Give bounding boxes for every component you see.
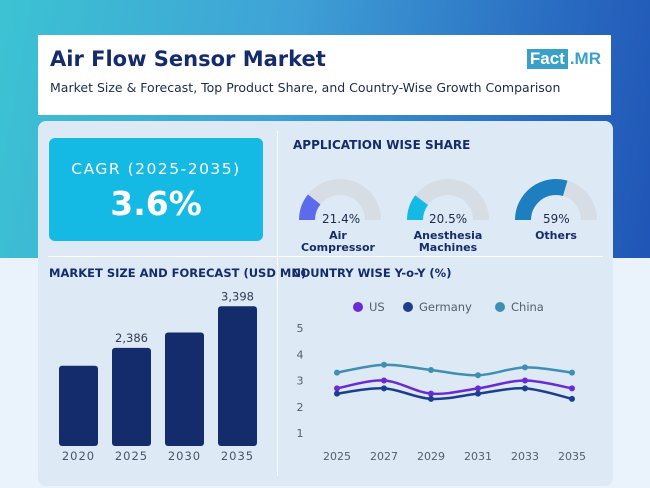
bar-data-label: 2,386 — [115, 331, 148, 345]
header-card: Air Flow Sensor Market Market Size & For… — [38, 35, 611, 115]
bar-2020 — [59, 365, 98, 446]
gauge-label-air-compressor: Air Compressor — [301, 229, 375, 254]
cagr-label: CAGR (2025-2035) — [71, 160, 241, 178]
gauge-fill — [515, 179, 568, 221]
series-point-us — [334, 385, 340, 392]
legend-marker-china — [495, 302, 505, 312]
y-tick-label: 1 — [297, 427, 304, 440]
y-tick-label: 5 — [297, 322, 304, 335]
series-point-china — [381, 361, 387, 368]
gauge-label-anesthesia-machines: Anesthesia Machines — [413, 229, 483, 254]
application-gauges — [299, 179, 597, 221]
bar-2035 — [218, 306, 257, 446]
series-line-germany — [336, 387, 573, 401]
legend-label-germany: Germany — [419, 300, 472, 314]
series-point-china — [569, 369, 575, 376]
bar-2030 — [165, 332, 204, 446]
factmr-logo: Fact .MR — [526, 49, 601, 69]
series-point-germany — [381, 385, 387, 392]
bar-tick-label: 2030 — [168, 449, 201, 463]
x-tick-label: 2035 — [558, 450, 586, 463]
gauge-fill — [407, 195, 429, 221]
bar-tick-label: 2020 — [62, 449, 95, 463]
series-point-germany — [475, 390, 481, 397]
gauge-value-others: 59% — [543, 212, 570, 226]
legend-marker-us — [353, 302, 363, 312]
bar-tick-label: 2025 — [115, 449, 148, 463]
series-point-china — [428, 367, 434, 373]
bar-data-label: 3,398 — [221, 289, 254, 303]
logo-part-fact: Fact — [526, 49, 568, 69]
bar-2025 — [112, 347, 151, 446]
gauge-air-compressor — [299, 179, 381, 221]
country-growth-title: COUNTRY WISE Y-o-Y (%) — [292, 266, 452, 280]
series-point-us — [428, 390, 434, 397]
horizontal-divider — [48, 256, 603, 257]
series-point-china — [522, 364, 528, 371]
x-tick-label: 2027 — [370, 450, 398, 463]
x-tick-label: 2033 — [511, 450, 539, 463]
legend-label-us: US — [369, 300, 385, 314]
gauge-anesthesia-machines — [407, 179, 489, 221]
gauge-value-anesthesia-machines: 20.5% — [429, 212, 468, 226]
page-subtitle: Market Size & Forecast, Top Product Shar… — [50, 80, 561, 95]
series-point-germany — [334, 390, 340, 397]
series-point-us — [569, 385, 575, 392]
cagr-card: CAGR (2025-2035) 3.6% — [49, 138, 263, 241]
application-share-title: APPLICATION WISE SHARE — [293, 138, 471, 152]
series-line-us — [336, 379, 573, 396]
x-tick-label: 2031 — [464, 450, 492, 463]
bar-tick-label: 2035 — [221, 449, 254, 463]
vertical-divider — [277, 131, 278, 476]
y-tick-label: 2 — [297, 401, 304, 414]
legend-marker-germany — [403, 302, 413, 312]
series-line-china — [336, 363, 573, 377]
logo-part-mr: .MR — [569, 49, 601, 68]
series-point-china — [475, 372, 481, 379]
legend-label-china: China — [511, 300, 544, 314]
x-tick-label: 2025 — [323, 450, 351, 463]
series-point-germany — [428, 395, 434, 402]
series-point-germany — [522, 385, 528, 392]
cagr-value: 3.6% — [110, 184, 202, 223]
x-tick-label: 2029 — [417, 450, 445, 463]
gauge-label-others: Others — [535, 229, 577, 242]
page-title: Air Flow Sensor Market — [50, 47, 326, 71]
series-point-china — [334, 369, 340, 376]
series-point-us — [475, 385, 481, 392]
series-point-us — [381, 377, 387, 384]
series-point-germany — [569, 395, 575, 402]
y-tick-label: 3 — [297, 375, 304, 388]
y-tick-label: 4 — [297, 348, 304, 361]
gauge-value-air-compressor: 21.4% — [322, 212, 361, 226]
gauge-others — [515, 179, 597, 221]
market-size-title: MARKET SIZE AND FORECAST (USD MN) — [49, 266, 307, 280]
series-point-us — [522, 377, 528, 384]
gauge-fill — [299, 194, 321, 221]
